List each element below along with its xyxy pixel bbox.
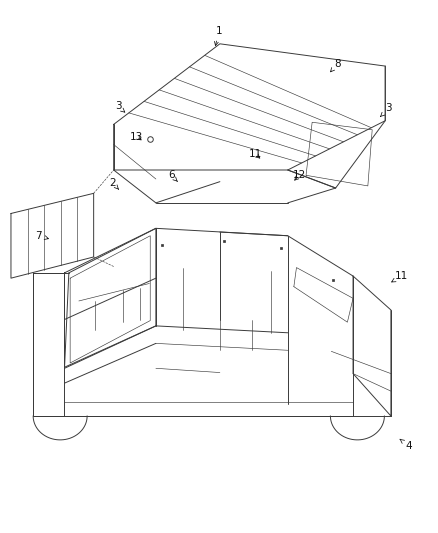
Text: 12: 12 — [293, 171, 306, 180]
Text: 2: 2 — [109, 177, 119, 189]
Text: 6: 6 — [168, 171, 177, 181]
Text: 3: 3 — [381, 103, 392, 117]
Text: 13: 13 — [130, 132, 143, 142]
Text: 1: 1 — [215, 26, 223, 46]
Text: 7: 7 — [35, 231, 49, 241]
Text: 3: 3 — [115, 101, 125, 112]
Text: 4: 4 — [400, 439, 412, 451]
Text: 11: 11 — [248, 149, 262, 159]
Text: 11: 11 — [392, 271, 408, 282]
Text: 8: 8 — [331, 59, 341, 72]
